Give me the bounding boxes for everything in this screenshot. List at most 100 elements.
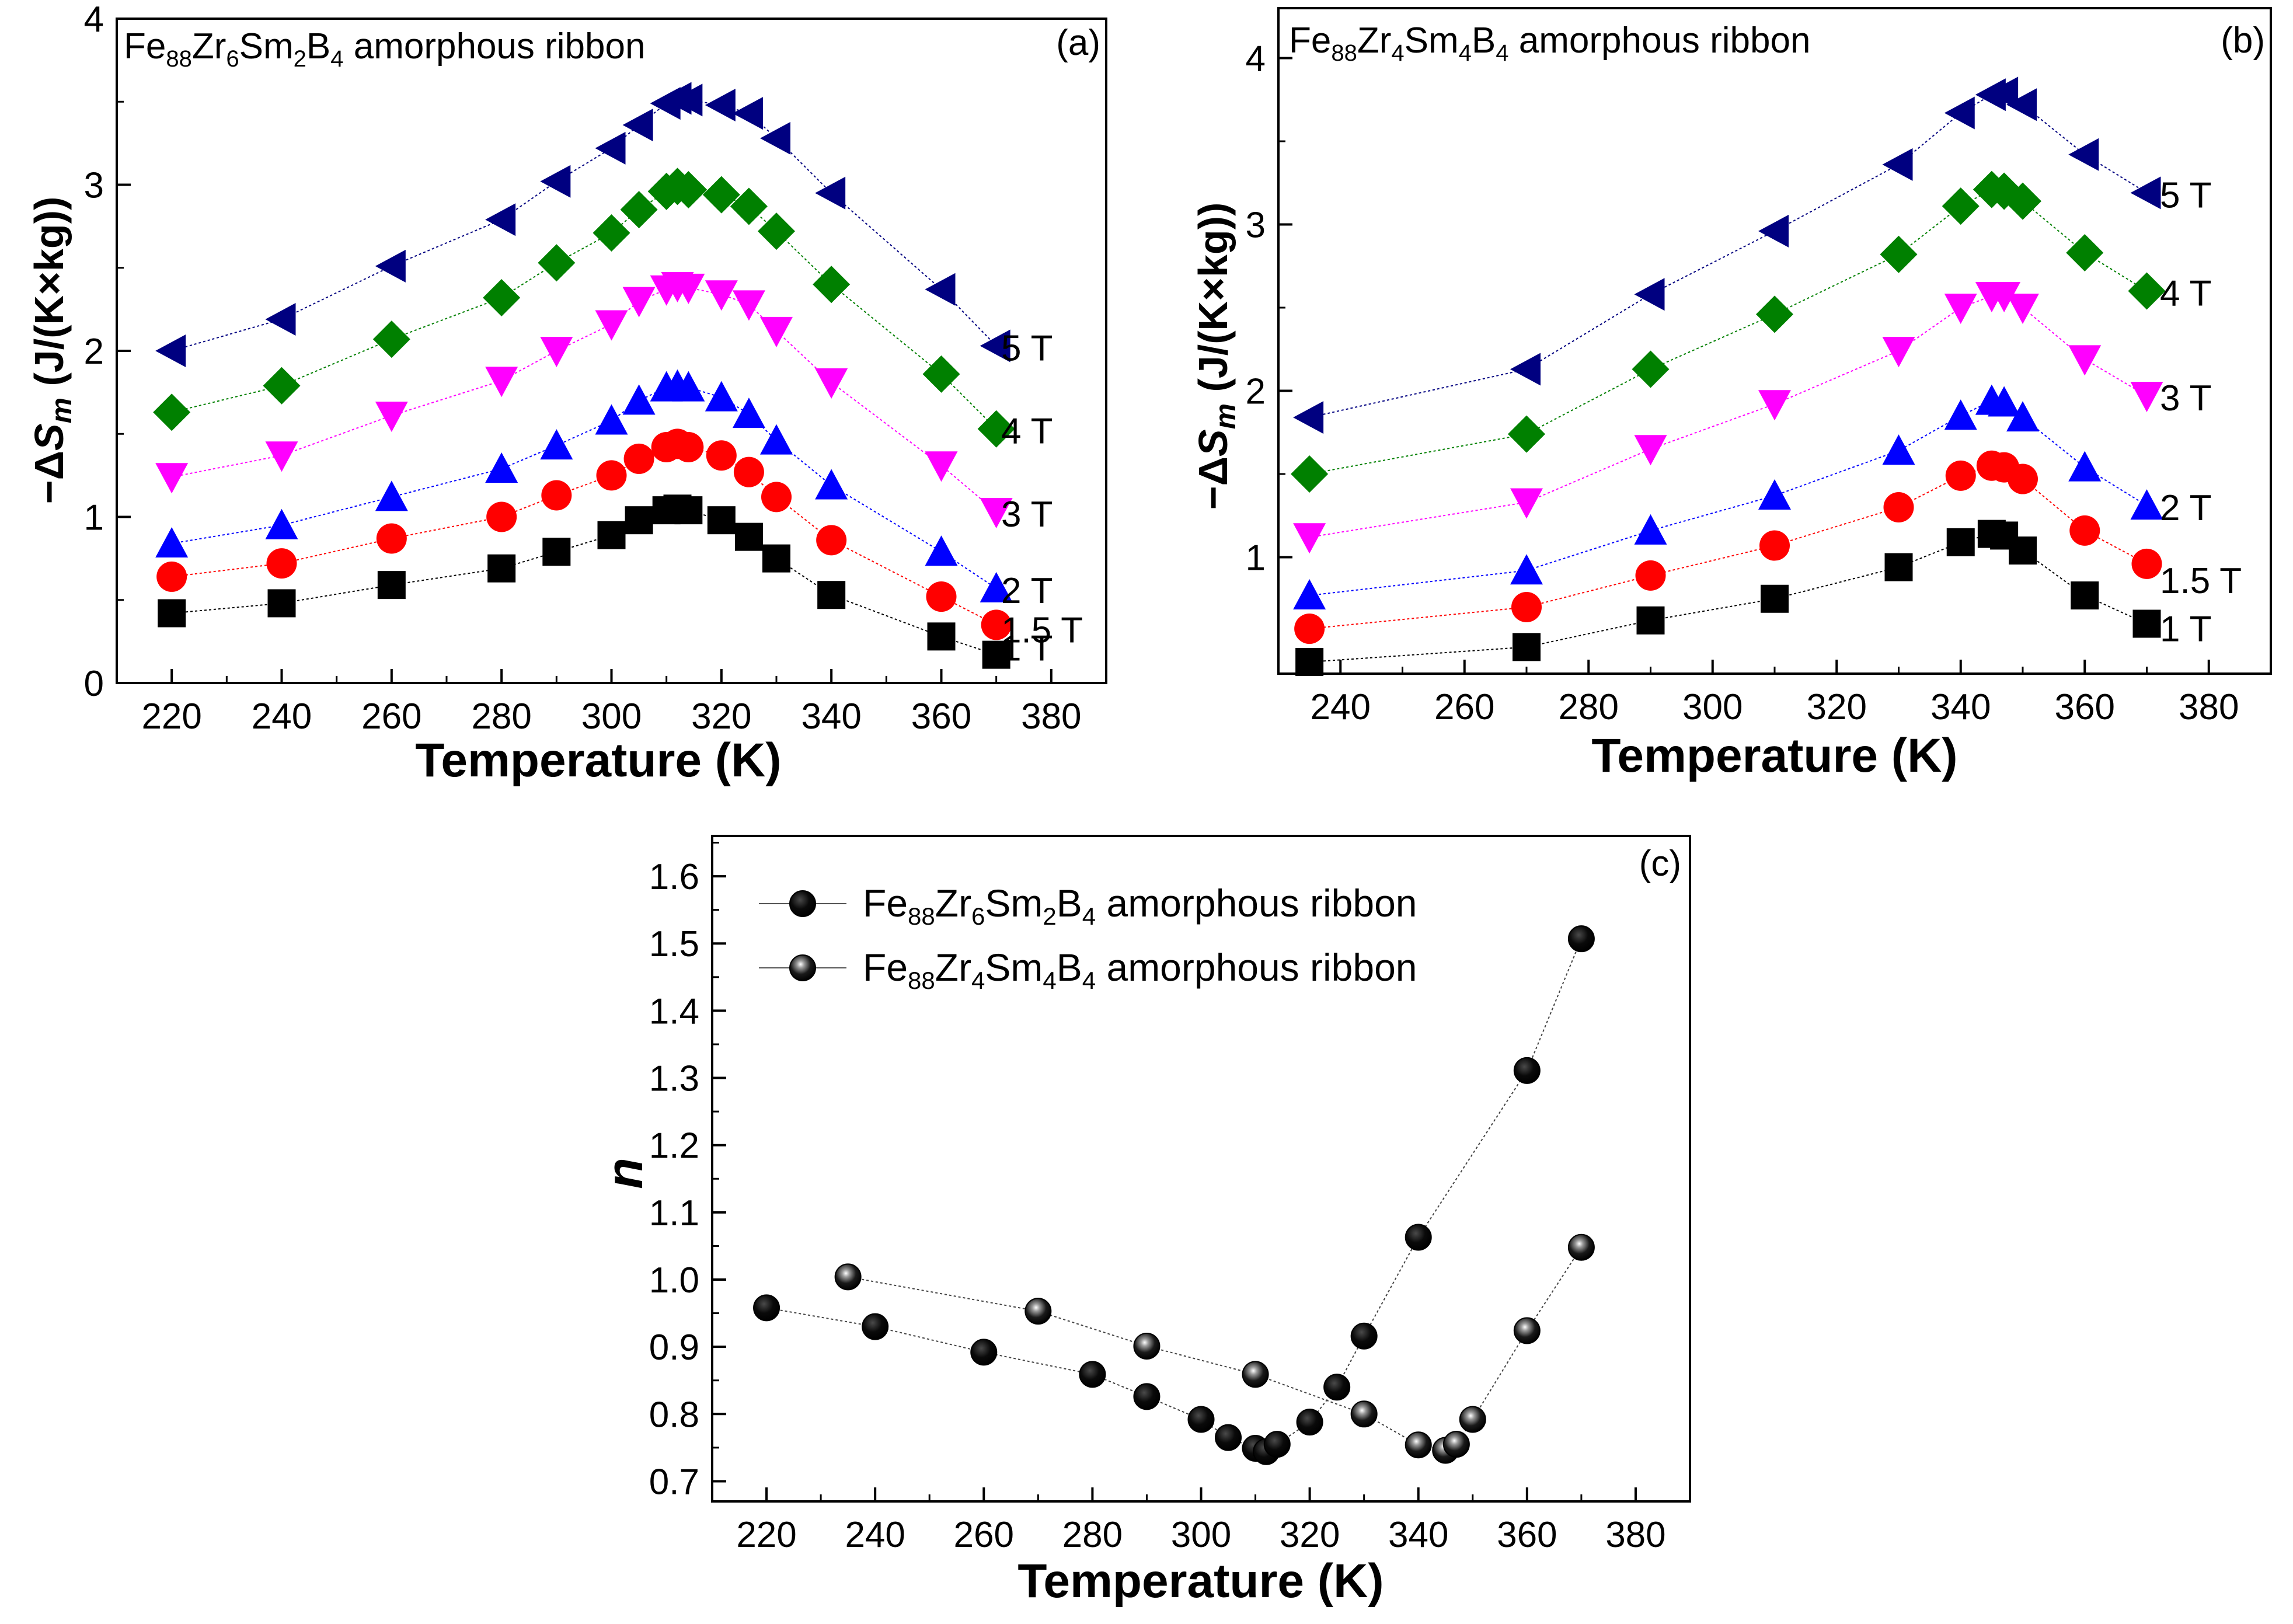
data-point [732,290,765,321]
series-label: 1.5 T [2160,561,2242,601]
series-label: 3 T [2160,378,2211,419]
panel-c-y-tick-label: 1.1 [649,1193,699,1233]
panel-b-series-2-t [1293,384,2163,610]
data-point [2071,581,2099,610]
series-line [848,1247,1582,1451]
data-point [707,506,736,535]
panel-b-x-tick-label: 280 [1559,687,1619,727]
data-point [1567,1233,1595,1261]
panel-a: 220 240 260 280 300 320 340 360 380 0 1 2 3 4 1 T1.5 … [26,0,1107,787]
data-point [1942,187,1980,225]
panel-c-legend: Fe88Zr6Sm2B4 amorphous ribbon Fe88Zr4Sm4… [759,881,1417,994]
data-point [2008,463,2038,494]
data-point [1946,528,1975,556]
data-point [925,273,956,306]
data-point [2006,294,2039,324]
data-point [862,1313,889,1340]
panel-a-series-labels: 1 T1.5 T2 T 3 T 4 T 5 T [1001,328,1083,668]
data-point [1975,78,2006,111]
panel-c-y-tick-label: 1.5 [649,924,699,964]
panel-b-x-tick-label: 320 [1807,687,1867,727]
data-point [2130,489,2163,520]
panel-a-series-5-t [155,82,1010,367]
data-point [970,1339,998,1366]
panel-c-y-tick-label: 1.0 [649,1260,699,1301]
data-point [1944,399,1977,430]
data-point [155,334,186,367]
panel-c-x-tick-label: 360 [1497,1515,1557,1555]
data-point [377,571,406,600]
data-point [672,371,705,402]
data-point [1513,633,1541,661]
data-point [1295,648,1324,677]
legend-label-series-2: Fe88Zr4Sm4B4 amorphous ribbon [863,946,1417,994]
panel-c-series [753,925,1595,1465]
data-point [1024,1298,1052,1325]
data-point [981,609,1012,640]
panel-c-series-2 [834,1233,1595,1464]
data-point [672,83,703,117]
data-point [706,440,737,471]
data-point [732,398,765,428]
panel-a-x-tick-label: 300 [581,696,642,737]
panel-c-y-title: n [595,1158,653,1189]
data-point [815,469,848,500]
data-point [620,191,658,229]
series-label: 3 T [1001,494,1053,535]
data-point [1215,1424,1242,1451]
data-point [1508,415,1545,453]
panel-c-y-tick-label: 1.6 [649,857,699,897]
panel-a-series-1-5-t [156,428,1012,640]
panel-b-letter: (b) [2221,20,2265,61]
data-point [1133,1383,1161,1410]
panel-c-x-tick-label: 280 [1062,1515,1123,1555]
panel-b-x-tick-label: 260 [1434,687,1494,727]
data-point [622,384,656,415]
data-point [1242,1361,1269,1388]
data-point [702,176,740,214]
data-point [1988,386,2021,417]
panel-c-y-tick-label: 0.9 [649,1327,699,1368]
panel-b-title: Fe88Zr4Sm4B4 amorphous ribbon [1289,20,1810,66]
data-point [1884,553,1913,581]
panel-b-x-tick-label: 360 [2055,687,2115,727]
data-point [2006,88,2037,121]
panel-b-y-title: −ΔSm (J/(K×kg)) [1190,203,1242,510]
panel-b-y-tick-label: 2 [1246,372,1266,412]
data-point [263,367,301,405]
panel-a-x-tick-label: 320 [691,696,751,737]
data-point [760,424,793,455]
panel-c-letter: (c) [1639,844,1681,884]
data-point [2131,548,2162,579]
data-point [267,589,296,618]
data-point [2004,182,2041,220]
data-point [730,187,768,225]
data-point [925,451,958,482]
data-point [372,320,410,358]
panel-a-x-tick-label: 360 [911,696,971,737]
series-label: 1.5 T [1001,610,1083,650]
data-point [158,599,186,628]
data-point [485,452,518,483]
panel-c-y-tick-label: 1.4 [649,991,699,1031]
panel-a-y-tick-label: 1 [84,498,104,538]
data-point [1632,350,1670,388]
data-point [1636,606,1665,635]
data-point [1761,584,1789,613]
panel-c-x-tick-label: 340 [1388,1515,1448,1555]
data-point [265,441,298,472]
data-point [1567,925,1595,953]
data-point [1293,523,1326,554]
legend-label-series-1: Fe88Zr6Sm2B4 amorphous ribbon [863,881,1417,930]
panel-a-title: Fe88Zr6Sm2B4 amorphous ribbon [124,26,645,72]
panel-a-y-tick-label: 4 [84,0,104,40]
data-point [922,355,960,393]
data-point [982,640,1010,669]
panel-a-y-tick-label: 0 [84,664,104,704]
data-point [540,165,571,198]
data-point [734,522,763,551]
panel-a-y-title: −ΔSm (J/(K×kg)) [26,197,78,504]
data-point [622,109,653,142]
series-line [172,508,996,656]
